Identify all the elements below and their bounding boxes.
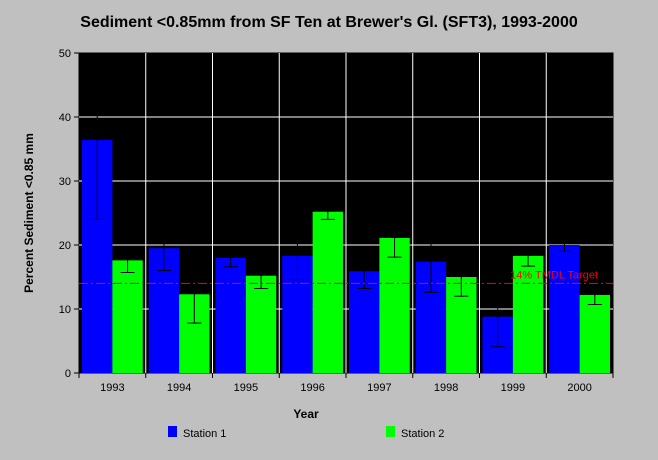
y-tick-label: 0 xyxy=(65,368,71,380)
x-tick-label: 1997 xyxy=(367,382,391,394)
bar xyxy=(549,245,580,373)
x-tick-label: 1996 xyxy=(300,382,324,394)
x-tick-label: 1995 xyxy=(234,382,258,394)
tmdl-target-label: 14% TMDL Target xyxy=(510,269,598,281)
x-tick-label: 1993 xyxy=(100,382,124,394)
x-axis-label: Year xyxy=(293,407,319,421)
y-axis-label: Percent Sediment <0.85 mm xyxy=(22,133,36,293)
bar xyxy=(245,275,277,373)
bar xyxy=(579,294,610,373)
legend-swatch xyxy=(386,426,395,437)
legend-label: Station 2 xyxy=(401,428,444,440)
y-tick-label: 10 xyxy=(59,304,71,316)
bars-group xyxy=(82,140,610,373)
x-tick-label: 1994 xyxy=(167,382,191,394)
axes-group: 0 10 20 30 40 50 1993 1994 1995 1996 1997 1998 1999 2… xyxy=(59,48,614,394)
legend-swatch xyxy=(168,426,177,437)
y-tick-label: 40 xyxy=(59,112,71,124)
reference-line-group: 14% TMDL Target xyxy=(79,269,613,284)
x-tick-label: 2000 xyxy=(567,382,591,394)
bar xyxy=(312,211,343,373)
bar xyxy=(112,260,143,373)
legend-label: Station 1 xyxy=(183,428,226,440)
y-tick-label: 30 xyxy=(59,176,71,188)
y-tick-label: 20 xyxy=(59,240,71,252)
x-tick-label: 1998 xyxy=(434,382,458,394)
legend: Station 1 Station 2 xyxy=(168,426,444,440)
bar xyxy=(379,237,410,373)
y-tick-label: 50 xyxy=(59,48,71,60)
error-bars-group xyxy=(90,59,602,348)
chart-title: Sediment <0.85mm from SF Ten at Brewer's… xyxy=(80,14,578,31)
x-tick-label: 1999 xyxy=(501,382,525,394)
bar xyxy=(512,255,544,373)
bar xyxy=(215,257,246,373)
